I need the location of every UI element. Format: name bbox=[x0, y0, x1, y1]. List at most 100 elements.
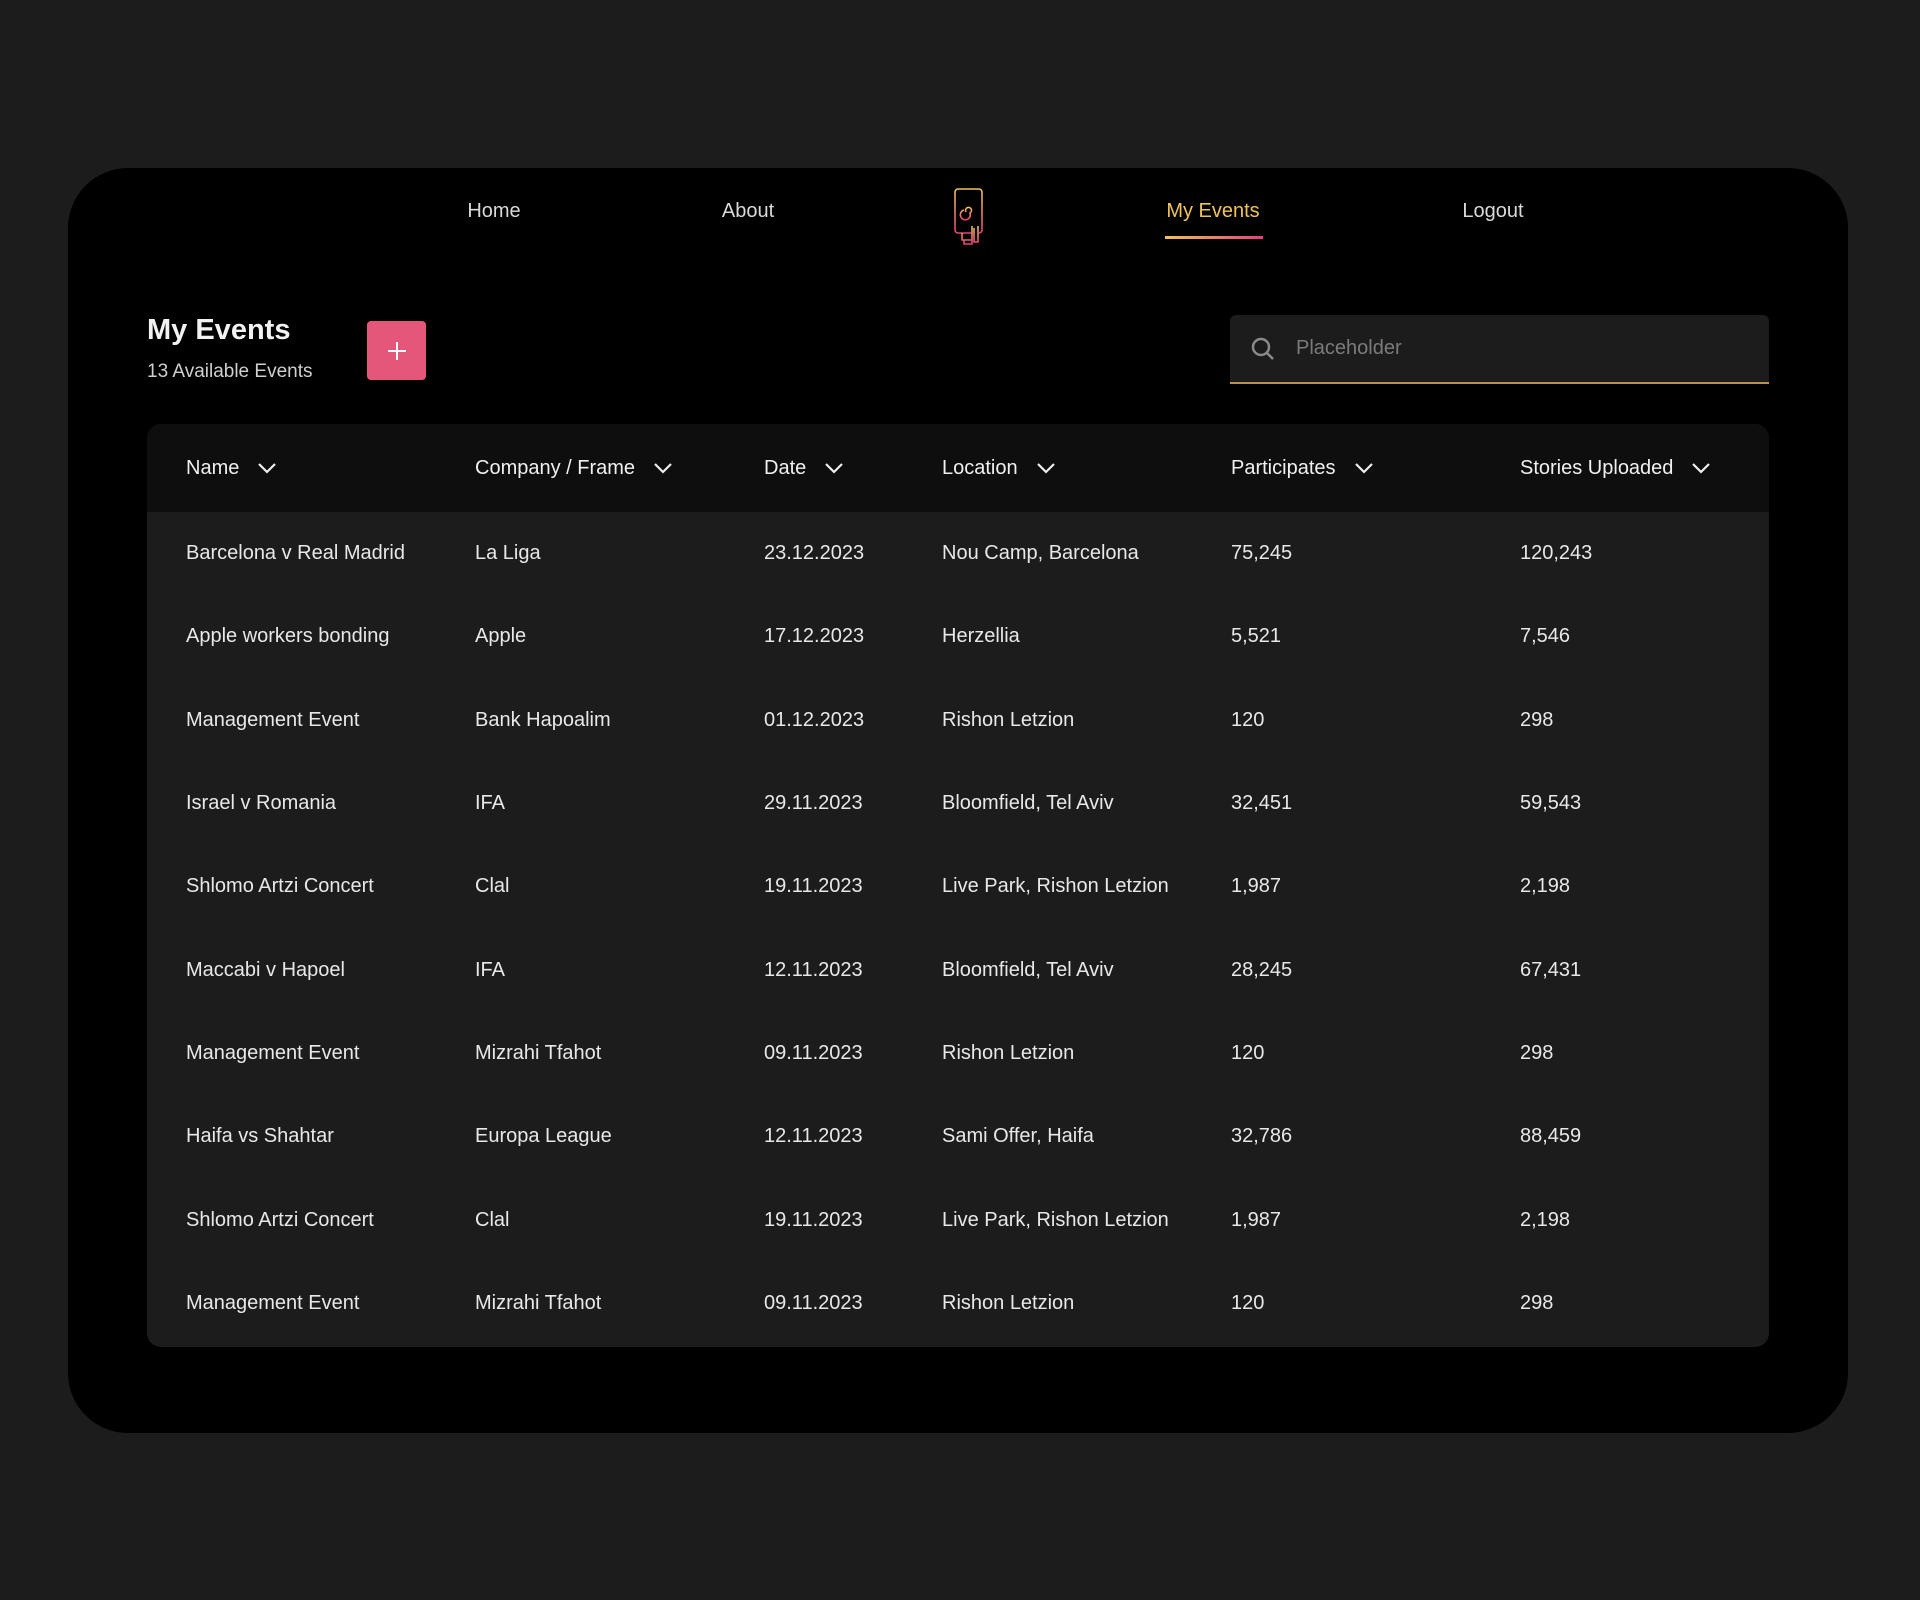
table-cell: Management Event bbox=[186, 708, 360, 731]
table-cell: Bloomfield, Tel Aviv bbox=[942, 958, 1114, 981]
table-cell: 23.12.2023 bbox=[764, 542, 865, 565]
table-cell: Haifa vs Shahtar bbox=[186, 1125, 334, 1148]
table-cell: Shlomo Artzi Concert bbox=[186, 1208, 374, 1231]
table-cell: 88,459 bbox=[1520, 1125, 1582, 1148]
table-cell: 120 bbox=[1231, 1291, 1265, 1314]
table-cell: Maccabi v Hapoel bbox=[186, 958, 345, 981]
table-cell: Bank Hapoalim bbox=[475, 708, 611, 731]
table-cell: 1,987 bbox=[1231, 875, 1282, 898]
column-label: Name bbox=[186, 456, 240, 479]
table-row[interactable]: Management Event Mizrahi Tfahot 09.11.2023… bbox=[147, 1262, 1769, 1345]
table-cell: 298 bbox=[1520, 708, 1554, 731]
table-row[interactable]: Management Event Mizrahi Tfahot 09.11.2023… bbox=[147, 1012, 1769, 1095]
table-cell: 09.11.2023 bbox=[764, 1041, 863, 1064]
search-input[interactable] bbox=[1296, 337, 1716, 360]
add-event-button[interactable] bbox=[367, 321, 426, 380]
table-cell: Nou Camp, Barcelona bbox=[942, 542, 1139, 565]
table-row[interactable]: Management Event Bank Hapoalim 01.12.2023 R… bbox=[147, 679, 1769, 762]
chevron-down-icon[interactable] bbox=[1691, 462, 1711, 474]
table-cell: Apple bbox=[475, 625, 527, 648]
table-cell: Mizrahi Tfahot bbox=[475, 1041, 602, 1064]
table-cell: Management Event bbox=[186, 1041, 360, 1064]
chevron-down-icon[interactable] bbox=[1354, 462, 1374, 474]
table-cell: Barcelona v Real Madrid bbox=[186, 542, 405, 565]
table-cell: 19.11.2023 bbox=[764, 1208, 863, 1231]
table-cell: 67,431 bbox=[1520, 958, 1582, 981]
column-header-location[interactable]: Location bbox=[942, 424, 1056, 512]
table-cell: 2,198 bbox=[1520, 1208, 1571, 1231]
plus-icon bbox=[387, 341, 406, 360]
column-label: Date bbox=[764, 456, 807, 479]
table-cell: 120 bbox=[1231, 1041, 1265, 1064]
table-cell: 298 bbox=[1520, 1291, 1554, 1314]
chevron-down-icon[interactable] bbox=[257, 462, 277, 474]
table-cell: Rishon Letzion bbox=[942, 1291, 1075, 1314]
table-cell: Rishon Letzion bbox=[942, 1041, 1075, 1064]
table-row[interactable]: Maccabi v Hapoel IFA 12.11.2023 Bloomfield,… bbox=[147, 928, 1769, 1011]
logo-phone-icon[interactable] bbox=[952, 186, 988, 255]
table-cell: 2,198 bbox=[1520, 875, 1571, 898]
table-row[interactable]: Haifa vs Shahtar Europa League 12.11.2023 S… bbox=[147, 1095, 1769, 1178]
column-label: Participates bbox=[1231, 456, 1336, 479]
table-cell: 5,521 bbox=[1231, 625, 1282, 648]
table-row[interactable]: Israel v Romania IFA 29.11.2023 Bloomfield,… bbox=[147, 762, 1769, 845]
table-body: Barcelona v Real Madrid La Liga 23.12.2023… bbox=[147, 512, 1769, 1345]
table-cell: Israel v Romania bbox=[186, 792, 337, 815]
table-cell: Clal bbox=[475, 875, 510, 898]
table-cell: 298 bbox=[1520, 1041, 1554, 1064]
table-cell: Clal bbox=[475, 1208, 510, 1231]
table-cell: Live Park, Rishon Letzion bbox=[942, 1208, 1169, 1231]
table-cell: Mizrahi Tfahot bbox=[475, 1291, 602, 1314]
column-label: Location bbox=[942, 456, 1018, 479]
column-header-participates[interactable]: Participates bbox=[1231, 424, 1374, 512]
table-cell: 09.11.2023 bbox=[764, 1291, 863, 1314]
column-header-name[interactable]: Name bbox=[186, 424, 277, 512]
column-header-company-frame[interactable]: Company / Frame bbox=[475, 424, 673, 512]
table-cell: Live Park, Rishon Letzion bbox=[942, 875, 1169, 898]
table-row[interactable]: Shlomo Artzi Concert Clal 19.11.2023 Live P… bbox=[147, 845, 1769, 928]
search-icon bbox=[1251, 337, 1274, 360]
column-header-date[interactable]: Date bbox=[764, 424, 844, 512]
column-header-stories-uploaded[interactable]: Stories Uploaded bbox=[1520, 424, 1711, 512]
table-cell: 28,245 bbox=[1231, 958, 1293, 981]
column-label: Stories Uploaded bbox=[1520, 456, 1674, 479]
chevron-down-icon[interactable] bbox=[1036, 462, 1056, 474]
table-row[interactable]: Apple workers bonding Apple 17.12.2023 Herz… bbox=[147, 595, 1769, 678]
table-cell: 1,987 bbox=[1231, 1208, 1282, 1231]
search-field[interactable] bbox=[1230, 315, 1769, 384]
table-cell: Herzellia bbox=[942, 625, 1020, 648]
table-cell: Sami Offer, Haifa bbox=[942, 1125, 1094, 1148]
table-cell: 12.11.2023 bbox=[764, 1125, 863, 1148]
table-cell: Shlomo Artzi Concert bbox=[186, 875, 374, 898]
table-cell: 59,543 bbox=[1520, 792, 1582, 815]
table-cell: 32,451 bbox=[1231, 792, 1293, 815]
nav-my-events[interactable]: My Events bbox=[1166, 200, 1260, 222]
table-row[interactable]: Shlomo Artzi Concert Clal 19.11.2023 Live P… bbox=[147, 1178, 1769, 1261]
table-cell: La Liga bbox=[475, 542, 541, 565]
events-table: Name Company / Frame Date Location Participa… bbox=[147, 424, 1769, 1347]
nav-about[interactable]: About bbox=[721, 200, 775, 222]
table-cell: 01.12.2023 bbox=[764, 708, 865, 731]
table-cell: Apple workers bonding bbox=[186, 625, 390, 648]
table-cell: 32,786 bbox=[1231, 1125, 1293, 1148]
table-cell: 120,243 bbox=[1520, 542, 1593, 565]
table-cell: IFA bbox=[475, 792, 506, 815]
page-title: My Events bbox=[147, 314, 291, 346]
table-cell: Bloomfield, Tel Aviv bbox=[942, 792, 1114, 815]
table-cell: 12.11.2023 bbox=[764, 958, 863, 981]
nav-home[interactable]: Home bbox=[467, 200, 521, 222]
table-row[interactable]: Barcelona v Real Madrid La Liga 23.12.2023… bbox=[147, 512, 1769, 595]
events-count: 13 Available Events bbox=[147, 361, 313, 382]
table-cell: Rishon Letzion bbox=[942, 708, 1075, 731]
table-header: Name Company / Frame Date Location Participa… bbox=[147, 424, 1769, 512]
table-cell: 120 bbox=[1231, 708, 1265, 731]
table-cell: 17.12.2023 bbox=[764, 625, 865, 648]
chevron-down-icon[interactable] bbox=[653, 462, 673, 474]
column-label: Company / Frame bbox=[475, 456, 636, 479]
table-cell: 19.11.2023 bbox=[764, 875, 863, 898]
table-cell: Management Event bbox=[186, 1291, 360, 1314]
nav-logout[interactable]: Logout bbox=[1462, 200, 1524, 222]
table-cell: 7,546 bbox=[1520, 625, 1571, 648]
table-cell: 75,245 bbox=[1231, 542, 1293, 565]
chevron-down-icon[interactable] bbox=[824, 462, 844, 474]
